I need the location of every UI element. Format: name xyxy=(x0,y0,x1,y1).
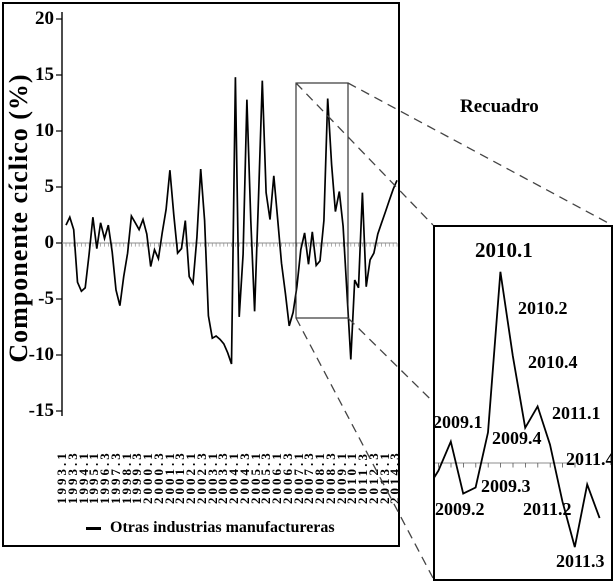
y-tick-label: 10 xyxy=(35,120,54,141)
inset-point-label: 2011.3 xyxy=(556,551,605,571)
legend-line-marker xyxy=(86,526,101,530)
legend: Otras industrias manufactureras xyxy=(86,519,335,537)
y-tick-label: 5 xyxy=(44,176,55,197)
inset-callout-label: Recuadro xyxy=(460,96,539,117)
x-tick-label: 2014.3 xyxy=(387,450,403,504)
y-tick-label: 0 xyxy=(44,232,55,253)
inset-point-label: 2009.2 xyxy=(435,499,485,519)
inset-point-label: 2010.1 xyxy=(475,238,533,262)
y-tick-label: 15 xyxy=(35,64,54,85)
inset-point-label: 2010.4 xyxy=(528,352,578,372)
y-tick-label: 20 xyxy=(35,8,54,29)
legend-series-label: Otras industrias manufactureras xyxy=(110,519,335,536)
inset-chart-frame: 2009.1 2009.2 2009.3 2009.4 2010.1 2010.2 2010… xyxy=(433,225,613,581)
inset-point-label: 2011.2 xyxy=(523,499,572,519)
y-tick-label: -15 xyxy=(28,400,54,421)
inset-point-label: 2009.1 xyxy=(433,412,483,432)
inset-point-label: 2011.1 xyxy=(552,403,601,423)
inset-point-label: 2011.4 xyxy=(566,449,613,469)
inset-point-label: 2010.2 xyxy=(518,298,568,318)
y-tick-label: -5 xyxy=(38,288,54,309)
inset-point-label: 2009.3 xyxy=(481,476,531,496)
inset-point-label: 2009.4 xyxy=(492,428,542,448)
y-tick-label: -10 xyxy=(28,344,54,365)
